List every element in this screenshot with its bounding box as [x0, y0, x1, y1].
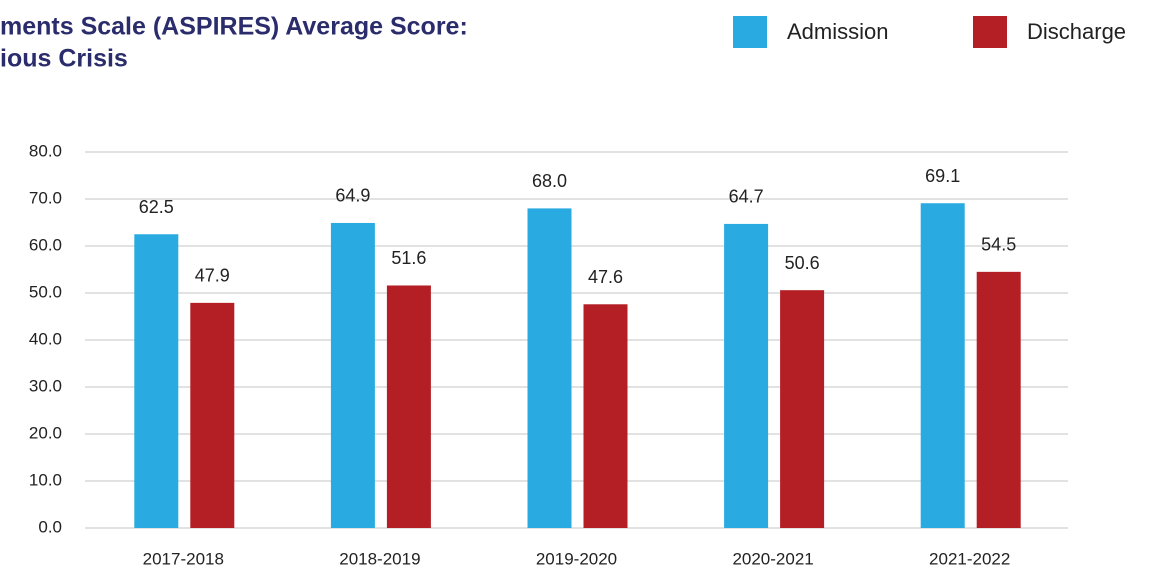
y-tick-label: 30.0 — [29, 376, 62, 395]
y-tick-label: 80.0 — [29, 141, 62, 160]
bar — [920, 203, 965, 529]
bar — [976, 271, 1021, 528]
legend-label: Admission — [787, 19, 888, 44]
value-label: 50.6 — [785, 253, 820, 273]
y-tick-label: 60.0 — [29, 235, 62, 254]
x-tick-label: 2018-2019 — [339, 549, 420, 568]
legend-swatch — [733, 16, 767, 48]
chart-title: ious Crisis — [0, 45, 128, 73]
bar — [190, 302, 235, 528]
y-tick-label: 20.0 — [29, 423, 62, 442]
x-tick-label: 2017-2018 — [143, 549, 224, 568]
chart-title: ments Scale (ASPIRES) Average Score: — [0, 13, 468, 41]
x-tick-label: 2019-2020 — [536, 549, 617, 568]
bar — [780, 290, 825, 528]
bar — [386, 285, 431, 528]
y-tick-label: 0.0 — [38, 517, 62, 536]
bar — [583, 304, 628, 528]
value-label: 47.6 — [588, 267, 623, 287]
value-label: 64.9 — [335, 186, 370, 206]
value-label: 68.0 — [532, 171, 567, 191]
bar — [330, 222, 375, 528]
bar — [134, 234, 179, 528]
value-label: 62.5 — [139, 197, 174, 217]
y-tick-label: 40.0 — [29, 329, 62, 348]
y-tick-label: 10.0 — [29, 470, 62, 489]
bar — [527, 208, 572, 528]
value-label: 47.9 — [195, 266, 230, 286]
legend-swatch — [973, 16, 1007, 48]
legend-label: Discharge — [1027, 19, 1126, 44]
x-tick-label: 2021-2022 — [929, 549, 1010, 568]
y-tick-label: 70.0 — [29, 188, 62, 207]
value-label: 54.5 — [981, 235, 1016, 255]
bar — [724, 223, 769, 528]
value-label: 51.6 — [391, 248, 426, 268]
y-tick-label: 50.0 — [29, 282, 62, 301]
value-label: 64.7 — [729, 187, 764, 207]
value-label: 69.1 — [925, 166, 960, 186]
x-tick-label: 2020-2021 — [732, 549, 813, 568]
